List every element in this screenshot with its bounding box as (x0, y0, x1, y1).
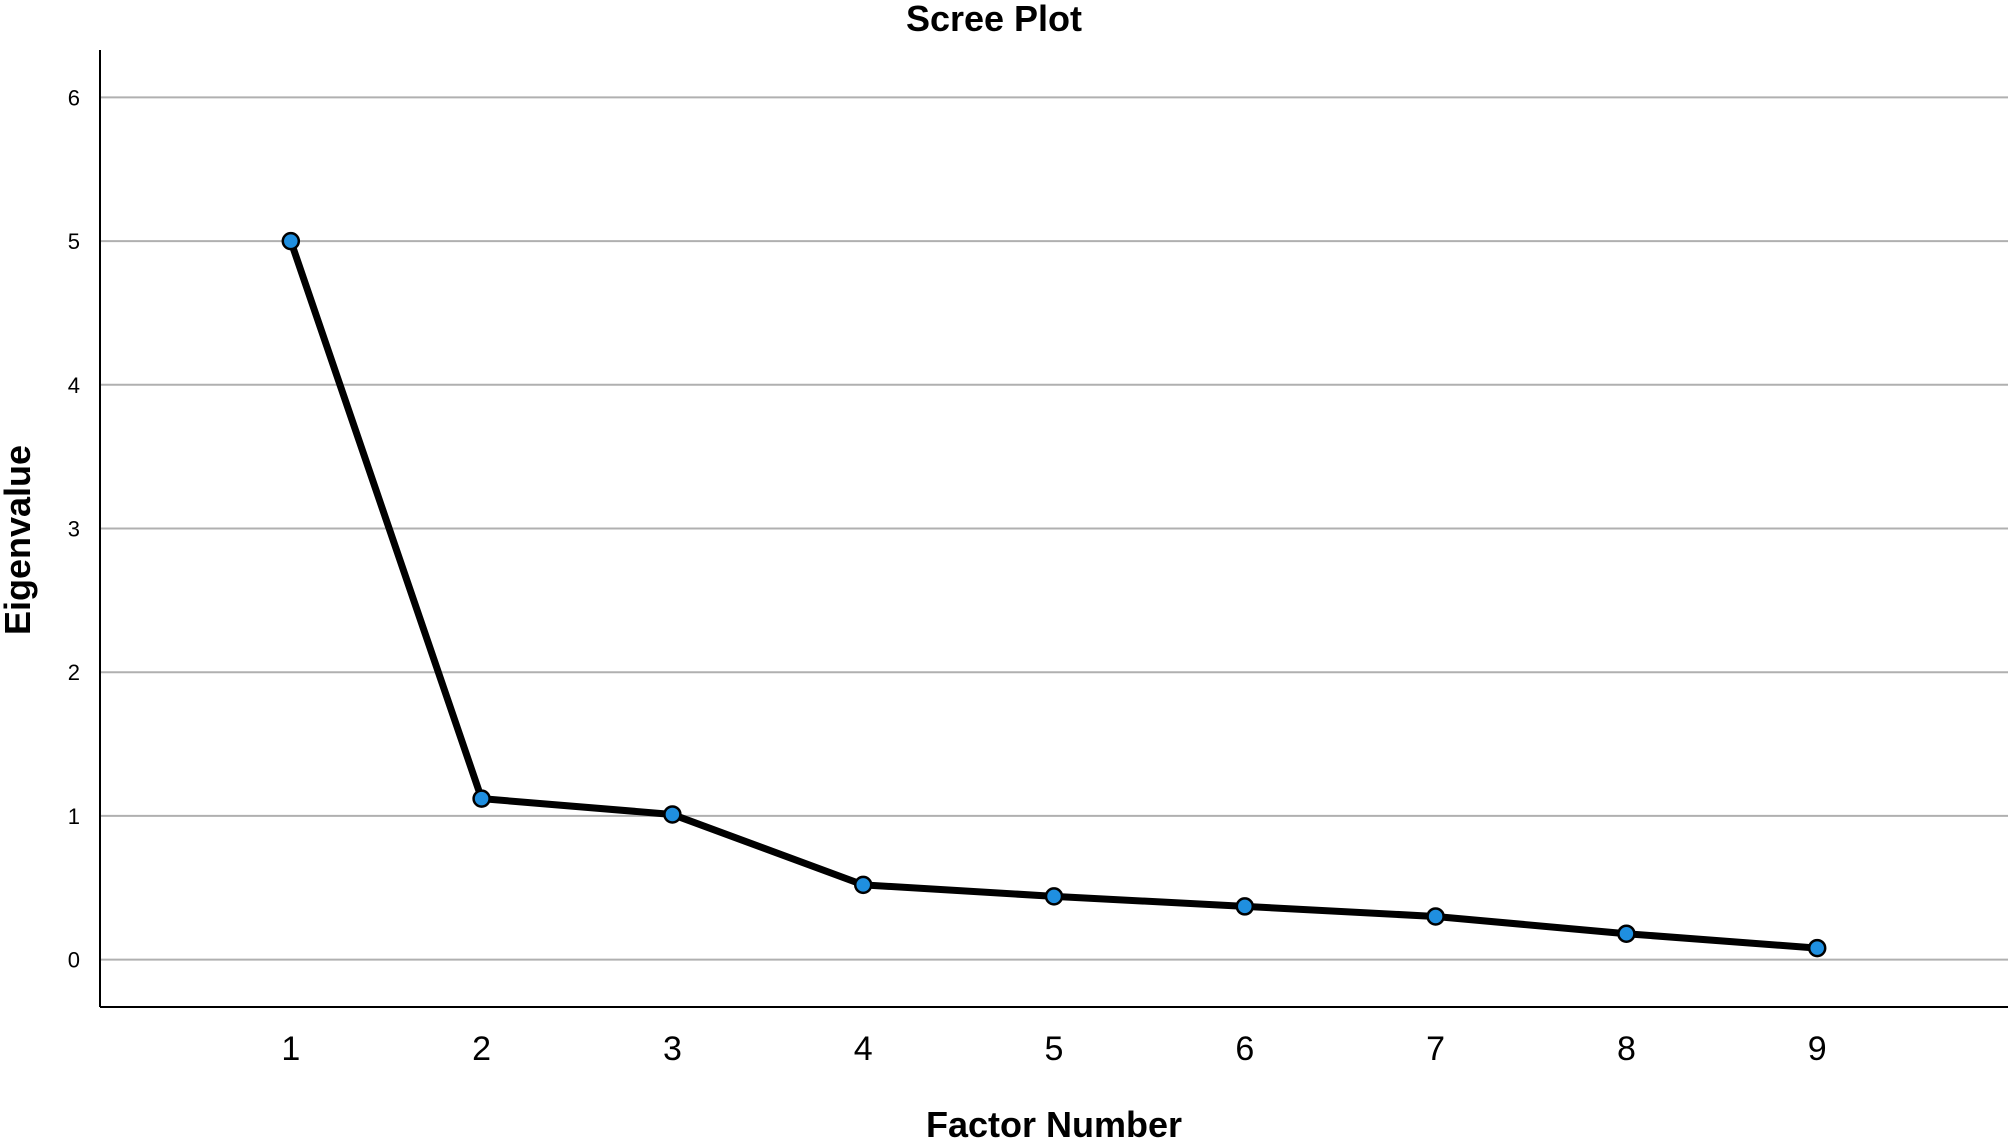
data-point (1426, 907, 1445, 926)
y-tick-label: 3 (68, 517, 80, 542)
x-tick-label: 6 (1235, 1030, 1254, 1068)
data-point (853, 875, 873, 895)
x-tick-label: 4 (854, 1030, 873, 1068)
y-tick-label: 1 (68, 804, 80, 829)
data-point (1235, 897, 1255, 916)
x-tick-label: 2 (472, 1030, 491, 1068)
gridlines (100, 96, 2008, 961)
data-point (1044, 887, 1064, 906)
eigenvalue-series (287, 237, 1821, 952)
y-tick-labels: 0 1 2 3 4 5 6 (68, 85, 80, 972)
y-tick-label: 0 (68, 948, 80, 973)
data-point (1617, 924, 1636, 943)
data-point (663, 805, 682, 824)
y-tick-label: 6 (68, 85, 80, 110)
y-tick-label: 4 (68, 373, 80, 398)
x-axis-title: Factor Number (926, 1104, 1182, 1138)
x-tick-label: 3 (663, 1030, 682, 1068)
y-tick-label: 5 (68, 229, 80, 254)
data-points (281, 231, 1827, 958)
x-tick-label: 7 (1426, 1030, 1445, 1068)
x-tick-label: 9 (1808, 1030, 1827, 1068)
series-line (287, 237, 1821, 952)
y-axis-title: Eigenvalue (0, 445, 38, 635)
y-tick-label: 2 (68, 660, 80, 685)
data-point (472, 789, 491, 808)
x-tick-label: 8 (1617, 1030, 1636, 1068)
x-tick-label: 1 (281, 1030, 300, 1068)
x-tick-label: 5 (1045, 1030, 1064, 1068)
x-tick-labels: 1 2 3 4 5 6 7 8 9 (281, 1030, 1826, 1068)
chart-title: Scree Plot (906, 0, 1082, 39)
axes (99, 50, 2008, 1008)
data-point (281, 231, 301, 251)
data-point (1807, 938, 1827, 958)
